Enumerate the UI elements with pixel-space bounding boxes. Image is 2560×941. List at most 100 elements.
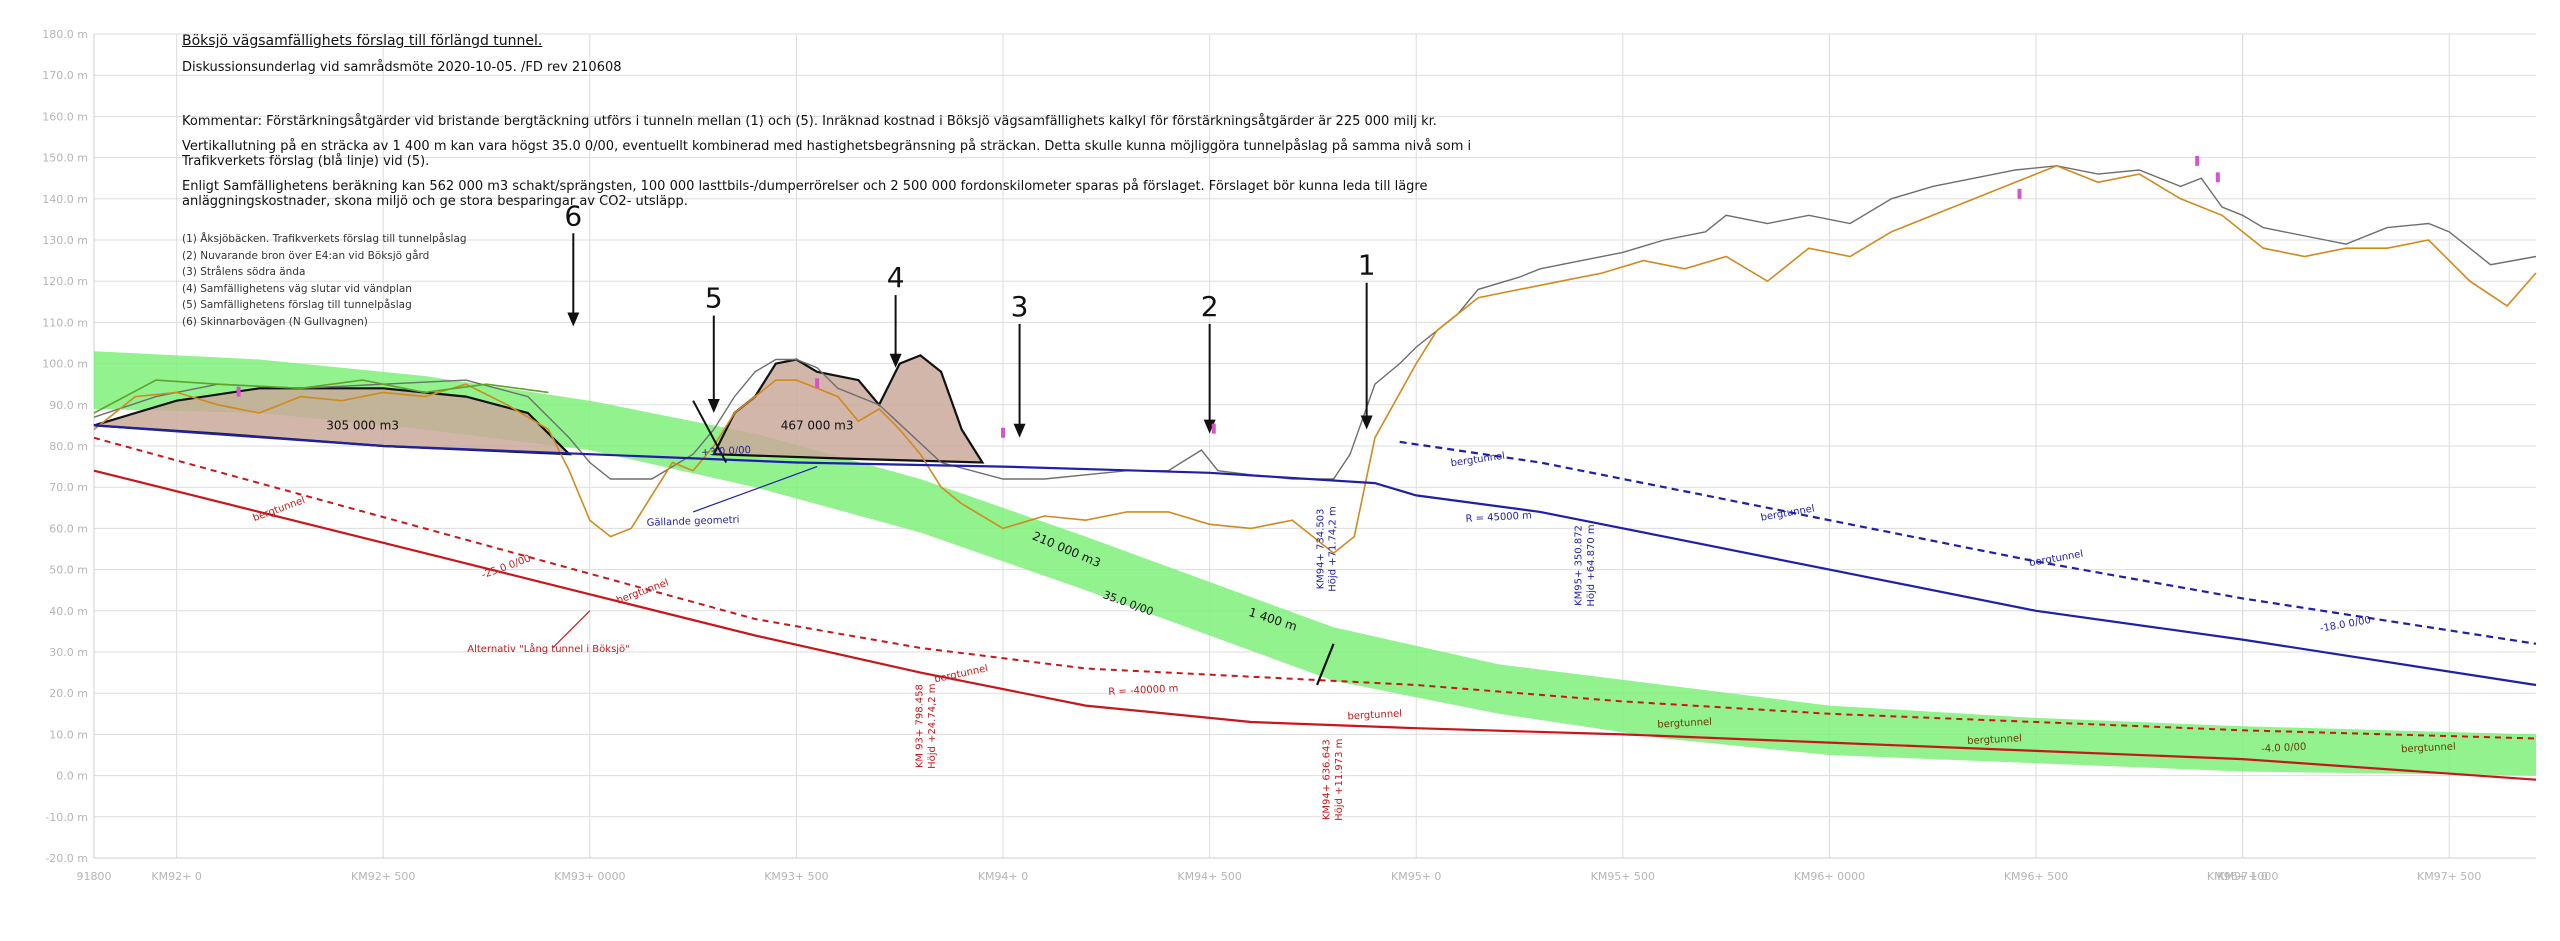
x-tick-label: KM96+ 1000	[2207, 870, 2278, 883]
marker-arrowhead-3	[1013, 423, 1026, 438]
drawing-title: Böksjö vägsamfällighets förslag till för…	[182, 33, 543, 49]
survey-marker	[2215, 172, 2220, 183]
survey-marker	[1211, 423, 1216, 434]
y-tick-label: 60.0 m	[49, 522, 88, 535]
annotation-label: Alternativ "Lång tunnel i Böksjö"	[467, 642, 630, 655]
annotation-label: R = -40000 m	[1108, 683, 1179, 698]
survey-marker	[2017, 188, 2022, 199]
y-tick-label: 100.0 m	[42, 358, 88, 371]
annotation-label: bergtunnel	[1657, 717, 1712, 731]
annotation-label: R = 45000 m	[1465, 510, 1532, 524]
y-tick-label: -10.0 m	[45, 811, 88, 824]
trafikverket-alt-line	[1399, 440, 2537, 645]
tunnel-portal-mark	[1316, 643, 1335, 686]
tunnel-portal-mark	[692, 400, 728, 463]
x-tick-label: KM94+ 500	[1177, 870, 1241, 883]
x-tick-label: KM96+ 500	[2004, 870, 2068, 883]
annotation-label: KM95+ 350.872	[1574, 525, 1585, 606]
survey-marker	[815, 378, 820, 389]
annotation-label: bergtunnel	[2028, 549, 2084, 569]
legend-item-1: (1) Åksjöbäcken. Trafikverkets förslag t…	[182, 233, 467, 245]
ground-surface-line	[93, 164, 2537, 555]
y-tick-label: 0.0 m	[56, 770, 88, 783]
annotation-label: KM 93+ 798.458	[914, 684, 925, 768]
comment-note: Kommentar: Förstärkningsåtgärder vid bri…	[182, 114, 1437, 129]
y-tick-label: 150.0 m	[42, 152, 88, 165]
marker-arrowhead-1	[1360, 415, 1373, 430]
legend-item-4: (4) Samfällighetens väg slutar vid vändp…	[182, 282, 412, 295]
y-tick-label: 40.0 m	[49, 605, 88, 618]
annotation-label: Höjd +64.870 m	[1586, 524, 1597, 606]
existing-terrain-line	[93, 165, 2537, 480]
marker-arrowhead-6	[567, 312, 580, 327]
annotation-label: KM94+ 636.643	[1321, 739, 1332, 820]
annotation-label: bergtunnel	[615, 577, 670, 606]
trafikverket-profile-line	[93, 424, 2537, 687]
y-tick-label: 140.0 m	[42, 193, 88, 206]
x-tick-label: KM96+ 0000	[1794, 870, 1865, 883]
y-tick-label: 70.0 m	[49, 481, 88, 494]
leader-line	[552, 610, 591, 649]
savings-note: Enligt Samfällighetens beräkning kan 562…	[182, 179, 1428, 209]
marker-number-5: 5	[705, 282, 723, 315]
annotation-label: 467 000 m3	[781, 419, 854, 433]
y-tick-label: 20.0 m	[49, 687, 88, 700]
annotation-label: -4.0 0/00	[2261, 742, 2307, 755]
annotation-label: Höjd +71.74,2 m	[1328, 506, 1339, 591]
marker-arrowhead-4	[889, 353, 902, 368]
annotation-label: bergtunnel	[1347, 709, 1402, 723]
y-tick-label: 80.0 m	[49, 440, 88, 453]
annotation-label: +3.0 0/00	[701, 445, 751, 459]
legend-item-6: (6) Skinnarbovägen (N Gullvagnen)	[182, 315, 368, 328]
marker-number-3: 3	[1011, 290, 1029, 323]
samfallighet-alt-line	[93, 436, 2537, 740]
survey-marker	[236, 386, 241, 397]
x-tick-label: KM93+ 500	[764, 870, 828, 883]
y-tick-label: 10.0 m	[49, 728, 88, 741]
annotation-label: Höjd +11.973 m	[1334, 739, 1345, 821]
x-tick-label: KM92+ 500	[351, 870, 415, 883]
samfallighet-profile-line	[93, 469, 2537, 781]
legend-item-5: (5) Samfällighetens förslag till tunnelp…	[182, 299, 412, 312]
annotation-label: bergtunnel	[933, 663, 989, 685]
x-tick-label: KM93+ 0000	[554, 870, 625, 883]
annotation-label: 305 000 m3	[326, 419, 399, 433]
leader-line	[692, 466, 818, 513]
marker-number-1: 1	[1358, 249, 1376, 282]
survey-marker	[1001, 427, 1006, 438]
marker-arrowhead-5	[707, 399, 720, 414]
marker-number-6: 6	[564, 199, 582, 232]
marker-number-2: 2	[1201, 290, 1219, 323]
legend: (1) Åksjöbäcken. Trafikverkets förslag t…	[182, 231, 467, 331]
x-tick-label: KM92+ 0	[151, 870, 201, 883]
y-tick-label: 110.0 m	[42, 316, 88, 329]
drawing-subtitle: Diskussionsunderlag vid samrådsmöte 2020…	[182, 60, 622, 75]
y-tick-label: 160.0 m	[42, 110, 88, 123]
gradient-note: Vertikallutning på en sträcka av 1 400 m…	[182, 139, 1472, 169]
x-tick-label: 91800	[77, 870, 112, 883]
marker-arrowhead-2	[1203, 419, 1216, 434]
x-tick-label: KM97+ 0	[2217, 870, 2267, 883]
survey-marker	[2195, 155, 2200, 166]
y-tick-label: 170.0 m	[42, 69, 88, 82]
marker-number-4: 4	[887, 261, 905, 294]
y-tick-label: -20.0 m	[45, 852, 88, 865]
annotation-label: KM94+ 734.503	[1315, 509, 1326, 590]
y-tick-label: 130.0 m	[42, 234, 88, 247]
annotation-label: bergtunnel	[1967, 733, 2022, 747]
legend-item-3: (3) Strålens södra ända	[182, 266, 306, 279]
annotation-label: bergtunnel	[252, 495, 307, 524]
annotation-label: bergtunnel	[2401, 741, 2456, 755]
y-tick-label: 30.0 m	[49, 646, 88, 659]
vegetation-line	[93, 379, 549, 414]
annotation-label: -18.0 0/00	[2319, 615, 2372, 635]
y-tick-label: 50.0 m	[49, 564, 88, 577]
y-tick-label: 90.0 m	[49, 399, 88, 412]
annotation-label: bergtunnel	[1450, 451, 1506, 469]
x-tick-label: KM95+ 500	[1591, 870, 1655, 883]
legend-item-2: (2) Nuvarande bron över E4:an vid Böksjö…	[182, 249, 430, 262]
x-tick-label: KM95+ 0	[1391, 870, 1441, 883]
x-tick-label: KM97+ 500	[2417, 870, 2481, 883]
annotation-label: Gällande geometri	[646, 515, 739, 529]
